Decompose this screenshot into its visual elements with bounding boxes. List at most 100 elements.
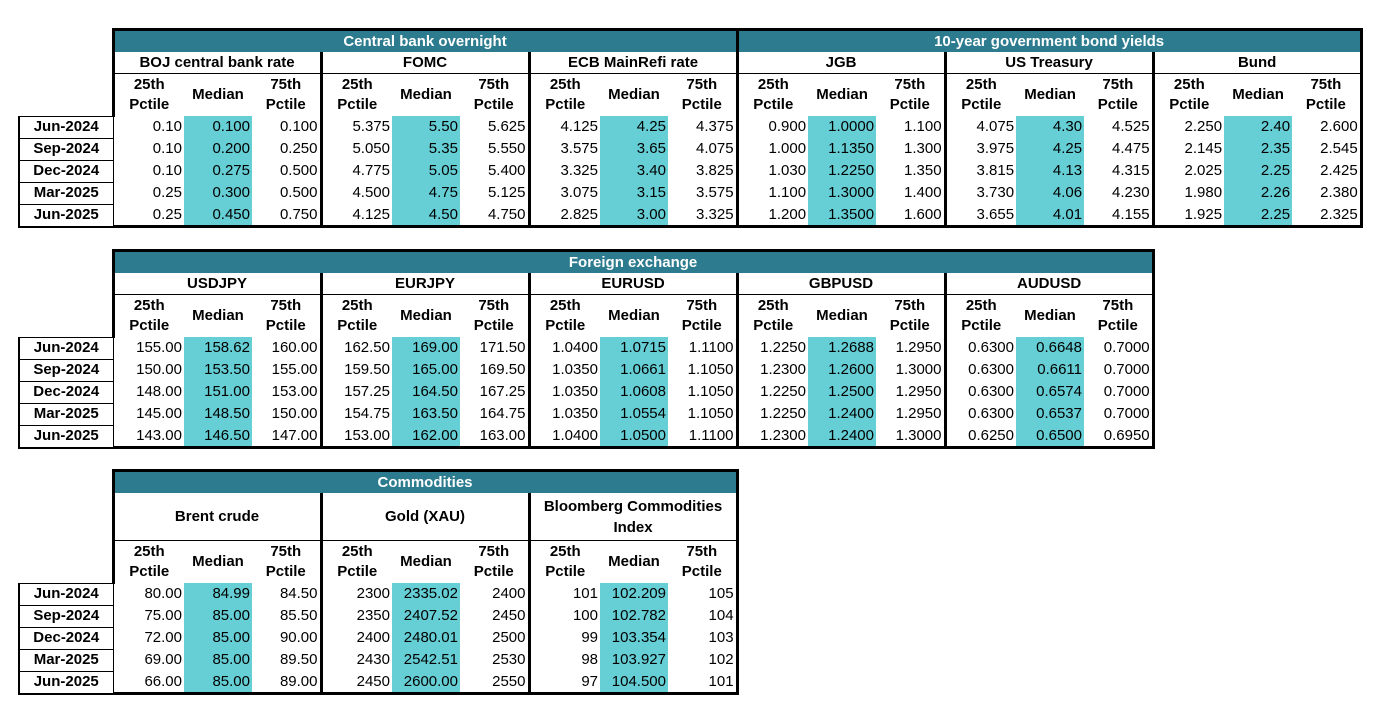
value-cell: 4.475 <box>1112 140 1150 157</box>
row-label: Dec-2024 <box>18 159 113 183</box>
median-cell: 1.2600 <box>808 359 876 381</box>
value-cell: 1.000 <box>735 138 809 160</box>
row-label: Sep-2024 <box>18 137 113 161</box>
table-row: Jun-2024 0.10 0.100 0.100 5.375 5.50 5.625 4.12… <box>18 115 1363 139</box>
median-cell: 0.300 <box>184 182 252 204</box>
median-cell: 2.25 <box>1224 160 1293 182</box>
value-cell: 5.125 <box>487 184 526 201</box>
value-cell: 0.10 <box>112 138 184 160</box>
column-header-p75: 75th Pctile <box>473 543 514 580</box>
value-cell: 5.550 <box>487 140 526 157</box>
value-cell: 150.00 <box>112 359 184 381</box>
row-label: Jun-2025 <box>18 203 113 228</box>
value-cell: 2530 <box>492 651 526 668</box>
row-label: Mar-2025 <box>18 181 113 205</box>
median-cell: 3.00 <box>600 204 668 228</box>
value-cell: 1.100 <box>735 182 809 204</box>
table-row: Dec-2024 72.00 85.00 90.00 2400 2480.01 2500 99… <box>18 626 739 650</box>
value-cell: 3.325 <box>527 160 600 182</box>
value-cell: 0.7000 <box>1084 381 1155 403</box>
table-row: Jun-2024 80.00 84.99 84.50 2300 2335.02 2400 10… <box>18 582 739 606</box>
group-header-jgb: JGB <box>735 52 946 74</box>
column-header-p25: 25th Pctile <box>111 73 184 116</box>
value-cell: 2300 <box>319 583 392 605</box>
column-header-p25: 25th Pctile <box>319 73 392 116</box>
value-cell: 4.125 <box>527 116 600 138</box>
corner-blank <box>19 471 113 494</box>
value-cell: 0.7000 <box>1084 403 1155 425</box>
column-header-p25: 25th Pctile <box>735 294 808 337</box>
value-cell: 160.00 <box>271 339 318 356</box>
column-header-p75: 75th Pctile <box>889 297 930 334</box>
value-cell: 0.6300 <box>943 337 1016 359</box>
value-cell: 3.575 <box>527 138 600 160</box>
median-cell: 165.00 <box>392 359 460 381</box>
value-cell: 163.00 <box>460 425 529 449</box>
value-cell: 1.2250 <box>735 337 808 359</box>
corner-blank <box>19 541 113 584</box>
column-header-p75: 75th Pctile <box>1292 73 1363 116</box>
value-cell: 4.155 <box>1084 204 1154 228</box>
table-row: Jun-2024 155.00 158.62 160.00 162.50 169.00 17… <box>18 336 1155 360</box>
value-cell: 1.1050 <box>687 361 734 378</box>
section-title: Commodities <box>111 469 739 493</box>
median-cell: 1.3500 <box>808 204 877 228</box>
value-cell: 0.750 <box>252 204 321 228</box>
column-header-median: Median <box>608 86 660 103</box>
value-cell: 1.350 <box>904 162 942 179</box>
value-cell: 1.0350 <box>527 359 600 381</box>
median-cell: 1.0554 <box>600 403 668 425</box>
median-cell: 153.50 <box>184 359 252 381</box>
commodities-table: Commodities Brent crude Gold (XAU) Bloomber… <box>18 469 739 695</box>
median-cell: 3.65 <box>600 138 668 160</box>
group-header-eurusd: EURUSD <box>527 273 737 295</box>
value-cell: 3.825 <box>696 162 734 179</box>
column-header-p25: 25th Pctile <box>527 73 600 116</box>
group-header-brent-crude: Brent crude <box>111 493 321 541</box>
median-cell: 4.25 <box>600 116 668 138</box>
median-cell: 158.62 <box>184 337 252 359</box>
column-header-p75: 75th Pctile <box>889 76 930 113</box>
value-cell: 1.0350 <box>527 381 600 403</box>
value-cell: 2.025 <box>1151 160 1225 182</box>
table-row: Mar-2025 69.00 85.00 89.50 2430 2542.51 2530 98… <box>18 648 739 672</box>
value-cell: 98 <box>527 649 600 671</box>
median-cell: 1.3000 <box>808 182 877 204</box>
column-header-p25: 25th Pctile <box>735 73 809 116</box>
median-cell: 4.30 <box>1016 116 1085 138</box>
value-cell: 2.380 <box>1292 182 1363 204</box>
value-cell: 1.0350 <box>527 403 600 425</box>
corner-blank <box>19 251 113 274</box>
column-header-median: Median <box>1232 86 1284 103</box>
median-cell: 85.00 <box>184 671 252 695</box>
value-cell: 4.375 <box>696 118 734 135</box>
median-cell: 3.15 <box>600 182 668 204</box>
group-header-bloomberg-commodities-index: Bloomberg Commodities Index <box>527 493 739 541</box>
value-cell: 2500 <box>492 629 526 646</box>
value-cell: 0.100 <box>279 118 318 135</box>
value-cell: 1.925 <box>1151 204 1225 228</box>
table-row: Mar-2025 145.00 148.50 150.00 154.75 163.50 16… <box>18 402 1155 426</box>
value-cell: 2430 <box>319 649 392 671</box>
value-cell: 5.625 <box>487 118 526 135</box>
group-header-ecb-mainrefi-rate: ECB MainRefi rate <box>527 52 738 74</box>
value-cell: 147.00 <box>252 425 321 449</box>
value-cell: 1.3000 <box>895 361 942 378</box>
value-cell: 1.2950 <box>895 405 942 422</box>
value-cell: 3.975 <box>943 138 1017 160</box>
table-row: Sep-2024 0.10 0.200 0.250 5.050 5.35 5.550 3.57… <box>18 137 1363 161</box>
value-cell: 1.100 <box>904 118 942 135</box>
median-cell: 103.354 <box>600 627 668 649</box>
median-cell: 1.0608 <box>600 381 668 403</box>
group-header-usdjpy: USDJPY <box>111 273 321 295</box>
value-cell: 2350 <box>319 605 392 627</box>
column-header-median: Median <box>1024 307 1076 324</box>
value-cell: 2.545 <box>1292 138 1363 160</box>
table-row: Jun-2025 66.00 85.00 89.00 2450 2600.00 2550 97… <box>18 670 739 695</box>
median-cell: 2480.01 <box>392 627 460 649</box>
value-cell: 3.730 <box>943 182 1017 204</box>
value-cell: 0.6300 <box>943 381 1016 403</box>
group-header-us-treasury: US Treasury <box>943 52 1154 74</box>
row-label: Jun-2025 <box>18 424 113 449</box>
value-cell: 0.900 <box>735 116 809 138</box>
